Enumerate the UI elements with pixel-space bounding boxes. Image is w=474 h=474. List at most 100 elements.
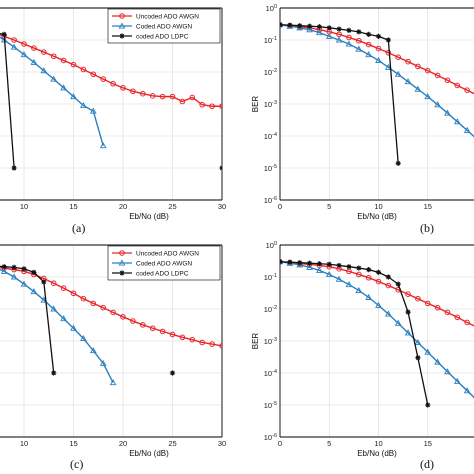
data-point-ldpc — [356, 265, 362, 271]
data-point-uncoded — [424, 300, 431, 307]
x-axis-label: Eb/No (dB) — [357, 449, 397, 458]
data-point-coded — [434, 101, 441, 108]
data-point-coded — [335, 275, 343, 282]
data-point-uncoded — [356, 271, 362, 278]
data-point-coded — [20, 51, 28, 58]
data-point-uncoded — [50, 280, 57, 287]
y-tick-label: 10-5 — [264, 164, 277, 173]
data-point-uncoded — [415, 295, 421, 302]
data-point-coded — [414, 85, 422, 92]
data-point-coded — [60, 84, 67, 91]
data-point-uncoded — [159, 328, 166, 335]
y-tick-label: 10-6 — [264, 433, 277, 442]
data-point-uncoded — [209, 341, 215, 347]
grid — [280, 8, 474, 200]
data-point-ldpc — [169, 370, 176, 376]
data-point-ldpc — [395, 160, 401, 166]
legend-marker-uncoded — [119, 13, 125, 19]
series-group — [0, 31, 222, 171]
data-point-uncoded — [120, 85, 126, 91]
data-point-uncoded — [189, 336, 196, 343]
data-point-ldpc — [219, 165, 222, 171]
data-point-uncoded — [375, 45, 382, 52]
y-tick-label: 100 — [266, 241, 277, 250]
x-tick-label: 25 — [168, 439, 176, 448]
data-point-uncoded — [219, 343, 222, 349]
data-point-ldpc — [395, 281, 401, 287]
x-tick-label: 20 — [119, 202, 127, 211]
data-point-coded — [80, 101, 87, 108]
x-tick-label: 10 — [20, 439, 28, 448]
data-point-coded — [70, 324, 77, 331]
data-point-coded — [375, 56, 382, 63]
data-point-ldpc — [415, 355, 421, 361]
data-point-uncoded — [90, 71, 97, 78]
data-point-uncoded — [356, 37, 362, 44]
data-point-ldpc — [346, 27, 352, 33]
legend-entry: coded ADO LDPC — [136, 270, 189, 277]
data-point-ldpc — [326, 261, 332, 267]
data-point-uncoded — [149, 325, 156, 332]
data-point-uncoded — [179, 334, 186, 341]
y-tick-label: 10-1 — [264, 273, 277, 282]
x-tick-label: 10 — [374, 202, 382, 211]
data-point-ldpc — [405, 309, 411, 315]
data-point-coded — [60, 315, 67, 322]
legend-marker-uncoded — [119, 250, 125, 256]
data-point-ldpc — [366, 267, 372, 273]
y-tick-label: 10-2 — [264, 68, 277, 77]
data-point-uncoded — [80, 295, 87, 302]
data-point-coded — [306, 263, 313, 270]
data-point-coded — [384, 63, 392, 70]
data-point-uncoded — [365, 41, 372, 48]
y-tick-label: 10-6 — [264, 196, 277, 205]
data-point-ldpc — [287, 259, 293, 265]
data-point-coded — [414, 338, 422, 345]
data-point-coded — [306, 26, 313, 33]
series-group — [0, 264, 222, 386]
data-point-uncoded — [169, 93, 176, 100]
x-tick-label: 10 — [20, 202, 28, 211]
data-point-uncoded — [100, 304, 106, 311]
data-point-uncoded — [130, 318, 136, 324]
y-tick-label: 100 — [266, 4, 277, 13]
data-point-uncoded — [219, 103, 222, 110]
data-point-uncoded — [405, 291, 411, 298]
data-point-uncoded — [405, 58, 411, 65]
data-point-coded — [335, 36, 343, 43]
data-point-ldpc — [356, 29, 362, 35]
x-tick-label: 10 — [374, 439, 382, 448]
y-tick-label: 10-5 — [264, 401, 277, 410]
series-line-uncoded — [280, 24, 474, 95]
data-point-coded — [365, 293, 373, 300]
data-point-uncoded — [21, 41, 27, 47]
data-point-uncoded — [454, 314, 461, 321]
data-point-uncoded — [444, 309, 451, 316]
data-point-coded — [10, 273, 18, 280]
data-point-coded — [424, 93, 432, 100]
data-point-coded — [463, 387, 471, 394]
y-tick-label: 10-4 — [264, 369, 277, 378]
legend-entry: Uncoded ADO AWGN — [136, 250, 199, 257]
x-axis-label: Eb/No (dB) — [129, 212, 169, 221]
data-point-ldpc — [336, 26, 342, 32]
data-point-ldpc — [11, 264, 17, 270]
data-point-coded — [89, 107, 97, 114]
data-point-uncoded — [140, 90, 146, 97]
data-point-coded — [345, 281, 353, 288]
data-point-ldpc — [316, 261, 322, 267]
x-tick-label: 30 — [218, 202, 226, 211]
x-tick-label: 15 — [69, 439, 77, 448]
data-point-coded — [40, 67, 48, 74]
x-tick-label: 15 — [424, 202, 432, 211]
data-point-coded — [316, 29, 323, 36]
data-point-ldpc — [297, 23, 303, 29]
y-axis-label: BER — [251, 96, 260, 113]
data-point-ldpc — [287, 22, 293, 28]
data-point-coded — [316, 266, 323, 273]
data-point-uncoded — [434, 72, 441, 79]
panel-label-b: (b) — [420, 221, 434, 235]
series-line-ldpc — [280, 261, 429, 406]
data-point-uncoded — [80, 66, 87, 73]
data-point-uncoded — [90, 300, 97, 307]
